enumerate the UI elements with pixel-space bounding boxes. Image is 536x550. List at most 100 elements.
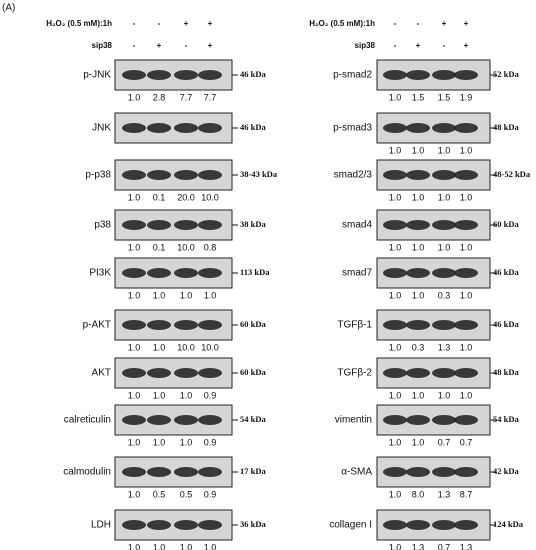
sirna-sign: - — [185, 41, 188, 50]
quantification: 1.0 — [128, 290, 141, 300]
band — [147, 170, 171, 180]
quantification: 1.0 — [128, 489, 141, 499]
band — [432, 220, 456, 230]
band — [174, 320, 198, 330]
quantification: 1.0 — [460, 390, 473, 400]
quantification: 1.0 — [460, 145, 473, 155]
band — [383, 320, 407, 330]
quantification: 1.0 — [412, 145, 425, 155]
quantification: 1.0 — [389, 92, 402, 102]
treatment-label: H₂O₂ (0.5 mM):1h — [46, 19, 112, 28]
band — [406, 170, 430, 180]
quantification: 1.3 — [460, 542, 473, 550]
band — [198, 415, 222, 425]
kda-label: 46 kDa — [493, 319, 519, 329]
protein-label: collagen I — [329, 520, 372, 531]
treatment-sign: - — [133, 19, 136, 28]
band — [147, 70, 171, 80]
quantification: 7.7 — [204, 92, 217, 102]
band — [122, 123, 146, 133]
quantification: 0.9 — [204, 489, 217, 499]
sirna-sign: + — [416, 41, 421, 50]
quantification: 1.0 — [460, 192, 473, 202]
sirna-sign: + — [157, 41, 162, 50]
kda-label: 124 kDa — [493, 519, 524, 529]
band — [147, 123, 171, 133]
band — [383, 123, 407, 133]
protein-label: p-JNK — [83, 70, 111, 81]
protein-label: TGFβ-2 — [337, 368, 372, 379]
treatment-sign: - — [158, 19, 161, 28]
band — [147, 415, 171, 425]
protein-label: JNK — [92, 123, 111, 134]
quantification: 2.8 — [153, 92, 166, 102]
band — [406, 415, 430, 425]
band — [198, 268, 222, 278]
band — [174, 520, 198, 530]
quantification: 1.0 — [389, 437, 402, 447]
band — [406, 70, 430, 80]
band — [122, 268, 146, 278]
quantification: 1.0 — [389, 489, 402, 499]
band — [383, 368, 407, 378]
band — [198, 70, 222, 80]
sirna-label: sip38 — [92, 41, 113, 50]
quantification: 1.5 — [438, 92, 451, 102]
quantification: 1.0 — [389, 390, 402, 400]
quantification: 1.0 — [460, 242, 473, 252]
protein-label: p38 — [94, 220, 111, 231]
band — [174, 220, 198, 230]
kda-label: 113 kDa — [240, 267, 270, 277]
quantification: 1.0 — [180, 437, 193, 447]
kda-label: 38 kDa — [240, 219, 266, 229]
band — [147, 320, 171, 330]
band — [383, 170, 407, 180]
quantification: 1.0 — [128, 92, 141, 102]
protein-label: LDH — [91, 520, 111, 531]
quantification: 1.5 — [412, 92, 425, 102]
quantification: 1.0 — [153, 290, 166, 300]
kda-label: 48-52 kDa — [493, 169, 531, 179]
quantification: 1.0 — [412, 192, 425, 202]
kda-label: 54 kDa — [240, 414, 266, 424]
quantification: 0.9 — [204, 390, 217, 400]
band — [147, 268, 171, 278]
band — [174, 70, 198, 80]
band — [198, 467, 222, 477]
band — [454, 268, 478, 278]
quantification: 0.5 — [153, 489, 166, 499]
band — [122, 170, 146, 180]
protein-label: smad7 — [342, 268, 372, 279]
treatment-sign: + — [208, 19, 213, 28]
band — [174, 170, 198, 180]
band — [383, 70, 407, 80]
band — [454, 170, 478, 180]
protein-label: α-SMA — [341, 467, 372, 478]
band — [122, 70, 146, 80]
treatment-sign: + — [442, 19, 447, 28]
protein-label: p-AKT — [83, 320, 111, 331]
quantification: 1.0 — [128, 542, 141, 550]
band — [122, 368, 146, 378]
quantification: 20.0 — [177, 192, 195, 202]
band — [432, 123, 456, 133]
band — [122, 415, 146, 425]
band — [147, 467, 171, 477]
quantification: 0.7 — [438, 542, 451, 550]
treatment-sign: - — [394, 19, 397, 28]
quantification: 0.7 — [438, 437, 451, 447]
band — [198, 220, 222, 230]
quantification: 1.0 — [412, 242, 425, 252]
kda-label: 60 kDa — [493, 219, 519, 229]
quantification: 1.0 — [153, 542, 166, 550]
kda-label: 48 kDa — [493, 367, 519, 377]
quantification: 1.0 — [389, 290, 402, 300]
quantification: 10.0 — [177, 342, 195, 352]
treatment-sign: - — [417, 19, 420, 28]
quantification: 1.0 — [204, 290, 217, 300]
band — [406, 320, 430, 330]
band — [122, 220, 146, 230]
band — [122, 520, 146, 530]
protein-label: calreticulin — [64, 415, 111, 426]
